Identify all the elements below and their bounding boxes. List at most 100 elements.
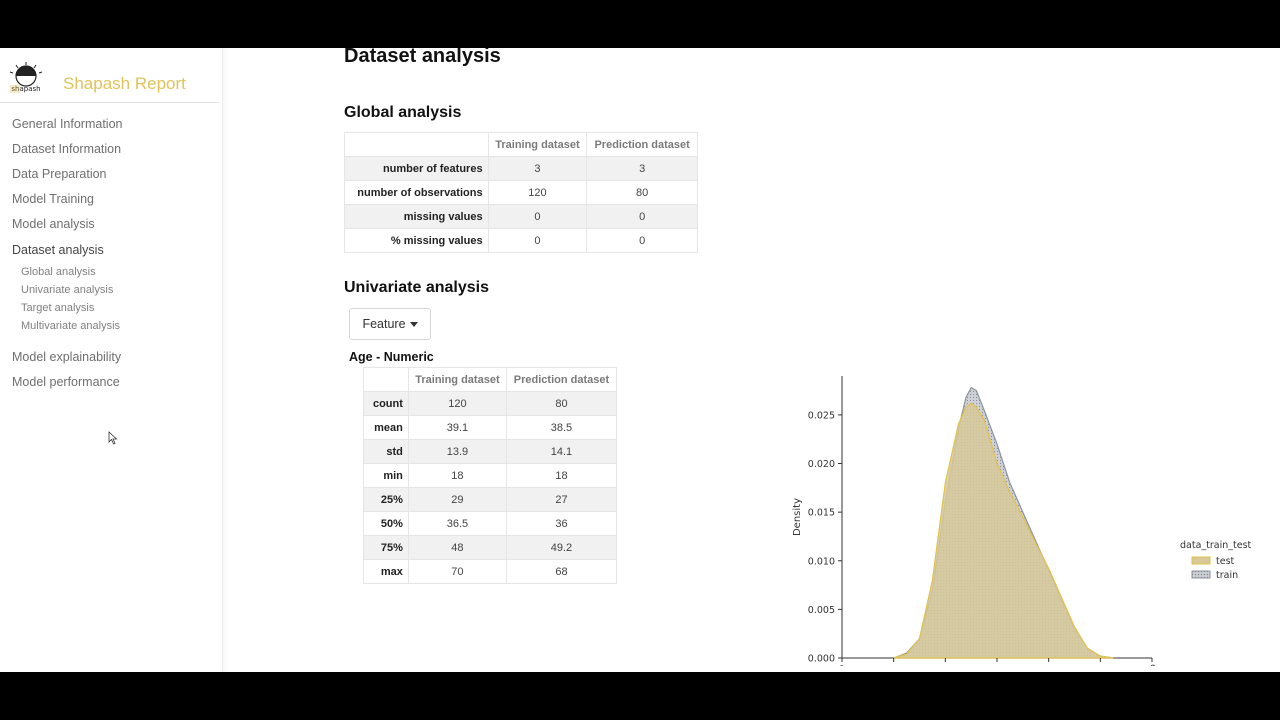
caret-down-icon	[409, 321, 418, 327]
feature-dropdown-button[interactable]: Feature	[349, 308, 431, 340]
table-row: 75% 48 49.2	[363, 535, 618, 560]
row-label: mean	[363, 415, 409, 440]
table-row: mean 39.1 38.5	[363, 415, 618, 440]
legend-swatch-train	[1191, 570, 1211, 579]
row-label: missing values	[344, 204, 489, 229]
cell-value: 80	[586, 180, 698, 205]
y-tick-label: 0.000	[808, 654, 835, 665]
table-row: std 13.9 14.1	[363, 439, 618, 464]
table-row: % missing values 0 0	[344, 228, 698, 253]
brand-title: Shapash Report	[63, 74, 186, 93]
row-label: count	[363, 391, 409, 416]
feature-stats-table: Training dataset Prediction dataset coun…	[363, 367, 618, 584]
density-chart: 0.0000.0050.0100.0150.0200.025-200204060…	[792, 376, 1252, 666]
y-tick-label: 0.025	[808, 410, 835, 421]
y-tick-label: 0.020	[808, 459, 835, 470]
x-tick-label: 60	[1037, 664, 1053, 666]
cell-value: 0	[487, 228, 588, 253]
cell-value: 0	[487, 204, 588, 229]
sidebar: shapash Shapash Report General Informati…	[0, 48, 223, 672]
sidebar-subitem-multivariate-analysis[interactable]: Multivariate analysis	[21, 320, 121, 332]
sidebar-subitem-target-analysis[interactable]: Target analysis	[21, 302, 95, 314]
report-frame: shapash Shapash Report General Informati…	[0, 48, 1280, 672]
x-tick-label: 100	[1138, 663, 1159, 666]
page-title: Dataset analysis	[344, 48, 501, 67]
table-row: 50% 36.5 36	[363, 511, 618, 536]
table-header-prediction: Prediction dataset	[505, 367, 618, 392]
cell-value: 14.1	[505, 439, 618, 464]
cell-value: 0	[586, 228, 698, 253]
row-label: max	[363, 559, 409, 584]
row-label: number of observations	[344, 180, 489, 205]
y-axis-label: Density	[792, 498, 803, 536]
sidebar-subitem-univariate-analysis[interactable]: Univariate analysis	[21, 284, 114, 296]
table-header-empty	[363, 367, 409, 392]
sidebar-item-dataset-information[interactable]: Dataset Information	[12, 142, 122, 156]
cell-value: 18	[505, 463, 618, 488]
cell-value: 27	[505, 487, 618, 512]
x-tick-label: 40	[986, 664, 1002, 666]
cell-value: 49.2	[505, 535, 618, 560]
row-label: 75%	[363, 535, 409, 560]
mouse-cursor-icon	[108, 431, 118, 445]
cell-value: 68	[505, 559, 618, 584]
table-header-prediction: Prediction dataset	[586, 132, 698, 157]
y-tick-label: 0.010	[808, 556, 835, 567]
cell-value: 3	[487, 156, 588, 181]
row-label: % missing values	[344, 228, 489, 253]
cell-value: 29	[407, 487, 507, 512]
table-row: max 70 68	[363, 559, 618, 584]
cell-value: 36.5	[407, 511, 507, 536]
cell-value: 36	[505, 511, 618, 536]
table-row: 25% 29 27	[363, 487, 618, 512]
legend-label-test: test	[1216, 556, 1235, 567]
feature-title: Age - Numeric	[349, 350, 434, 364]
brand-header: shapash Shapash Report	[0, 60, 219, 103]
legend-swatch-test	[1191, 556, 1211, 565]
cell-value: 39.1	[407, 415, 507, 440]
table-row: min 18 18	[363, 463, 618, 488]
sidebar-item-model-performance[interactable]: Model performance	[12, 375, 120, 389]
row-label: 25%	[363, 487, 409, 512]
y-tick-label: 0.005	[808, 605, 835, 616]
univariate-analysis-title: Univariate analysis	[344, 279, 489, 296]
cell-value: 18	[407, 463, 507, 488]
logo-text: shapash	[11, 85, 40, 93]
legend-title: data_train_test	[1180, 540, 1252, 551]
cell-value: 38.5	[505, 415, 618, 440]
sidebar-item-model-analysis[interactable]: Model analysis	[12, 217, 95, 231]
density-area-test	[893, 402, 1114, 659]
global-analysis-title: Global analysis	[344, 104, 462, 121]
cell-value: 3	[586, 156, 698, 181]
x-tick-label: -20	[829, 663, 848, 666]
cell-value: 120	[407, 391, 507, 416]
global-analysis-table: Training dataset Prediction dataset numb…	[344, 132, 698, 253]
sidebar-subitem-global-analysis[interactable]: Global analysis	[21, 266, 96, 278]
table-row: count 120 80	[363, 391, 618, 416]
shapash-logo-icon: shapash	[9, 62, 43, 93]
y-tick-label: 0.015	[808, 508, 835, 519]
sidebar-item-model-training[interactable]: Model Training	[12, 192, 94, 206]
table-header-training: Training dataset	[487, 132, 588, 157]
cell-value: 80	[505, 391, 618, 416]
sidebar-item-dataset-analysis[interactable]: Dataset analysis	[12, 243, 104, 257]
row-label: number of features	[344, 156, 489, 181]
row-label: std	[363, 439, 409, 464]
cell-value: 48	[407, 535, 507, 560]
row-label: min	[363, 463, 409, 488]
table-header-empty	[344, 132, 489, 157]
cell-value: 120	[487, 180, 588, 205]
cell-value: 70	[407, 559, 507, 584]
row-label: 50%	[363, 511, 409, 536]
table-row: number of observations 120 80	[344, 180, 698, 205]
cell-value: 0	[586, 204, 698, 229]
sidebar-item-model-explainability[interactable]: Model explainability	[12, 350, 122, 364]
main-content: Dataset analysis Global analysis Trainin…	[344, 48, 1244, 672]
sidebar-item-data-preparation[interactable]: Data Preparation	[12, 167, 107, 181]
table-row: number of features 3 3	[344, 156, 698, 181]
x-tick-label: 20	[934, 664, 950, 666]
sidebar-item-general-information[interactable]: General Information	[12, 117, 123, 131]
table-header-training: Training dataset	[407, 367, 507, 392]
table-row: missing values 0 0	[344, 204, 698, 229]
legend-label-train: train	[1216, 570, 1238, 581]
